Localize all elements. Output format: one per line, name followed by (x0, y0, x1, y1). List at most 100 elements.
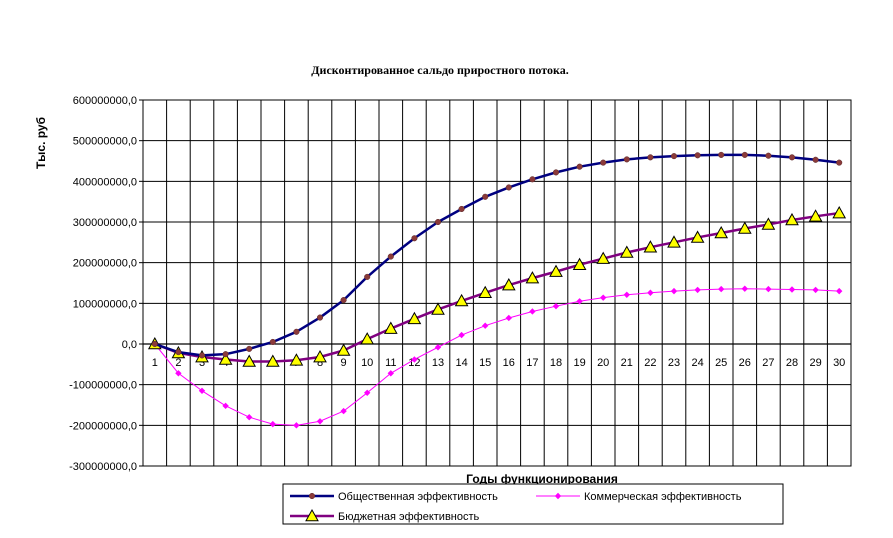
series-social-point (600, 159, 607, 166)
x-tick-label: 14 (455, 357, 467, 369)
x-tick-label: 25 (715, 357, 727, 369)
series-budget-point (407, 311, 422, 325)
series-budget-point (383, 321, 398, 334)
series-commercial-point (505, 314, 512, 322)
y-tick-label: -300000000,0 (69, 461, 137, 473)
series-budget-point (785, 212, 799, 226)
y-tick-label: -100000000,0 (69, 380, 137, 392)
y-tick-label: 100000000,0 (73, 298, 137, 310)
series-social-point (246, 345, 253, 352)
y-tick-label: 400000000,0 (73, 176, 137, 188)
series-social-point (836, 159, 843, 166)
series-commercial-point (600, 294, 607, 301)
x-tick-label: 21 (621, 357, 633, 369)
series-commercial-point (269, 420, 276, 428)
series-commercial-point (741, 285, 748, 292)
series-social-point (293, 328, 300, 335)
series-budget-point (336, 343, 351, 356)
y-axis-label: Тыс. руб (34, 117, 48, 169)
legend: Общественная эффективность Коммерческая э… (282, 483, 784, 525)
x-tick-label: 28 (786, 357, 798, 369)
series-budget-point (619, 245, 634, 258)
series-commercial-point (387, 370, 394, 377)
y-tick-label: 200000000,0 (73, 258, 137, 270)
legend-series-commercial-point (554, 492, 562, 500)
series-budget-point (596, 251, 611, 264)
y-tick-label: 500000000,0 (73, 136, 137, 148)
series-budget-point (808, 209, 823, 222)
series-social-point (576, 163, 583, 170)
series-commercial-point (411, 356, 418, 363)
plot-area: -300000000,0 -200000000,0 -100000000,0 0,0 1… (69, 95, 852, 473)
x-axis-label: Годы функционирования (466, 472, 618, 486)
series-commercial-point (694, 286, 701, 294)
series-social-point (670, 153, 678, 160)
series-budget-point (454, 293, 469, 307)
x-tick-label: 27 (762, 357, 774, 369)
legend-label-series-budget: Бюджетная эффективность (338, 511, 480, 523)
series-budget-point (313, 349, 327, 363)
series-budget-point (525, 271, 540, 284)
x-tick-label: 20 (597, 357, 609, 369)
x-tick-label: 1 (152, 357, 158, 369)
series-commercial-point (175, 370, 182, 377)
series-commercial-point (788, 286, 796, 293)
legend-box (282, 483, 784, 525)
series-budget-point (714, 225, 729, 239)
series-budget-line (154, 211, 840, 363)
series-social-line (154, 153, 840, 357)
y-tick-label: 0,0 (122, 339, 137, 351)
series-commercial-point (576, 298, 583, 305)
x-tick-label: 30 (833, 357, 845, 369)
series-commercial-point (552, 302, 560, 310)
series-budget-point (501, 278, 516, 291)
x-tick-label: 10 (361, 357, 373, 369)
series-commercial-point (458, 331, 465, 339)
series-social-point (647, 154, 654, 161)
series-commercial-point (482, 322, 489, 329)
x-tick-label: 12 (408, 357, 420, 369)
x-tick-label: 2 (175, 357, 181, 369)
series-budget-point (832, 206, 847, 219)
series-social-point (552, 169, 560, 176)
series-budget-point (737, 221, 752, 234)
x-tick-label: 23 (668, 357, 680, 369)
series-commercial-point (836, 287, 843, 295)
series-commercial-point (718, 285, 725, 293)
series-budget-point (478, 285, 493, 299)
series-commercial-point (623, 291, 630, 298)
series-social-point (812, 156, 819, 163)
series-budget-point (265, 354, 280, 367)
x-tick-label: 29 (809, 357, 821, 369)
series-social-point (269, 338, 276, 346)
series-budget-point (761, 217, 776, 230)
series-commercial-point (647, 289, 654, 296)
series-social-point (694, 152, 701, 159)
series-social-point (316, 314, 324, 321)
series-social-point (222, 351, 229, 358)
series-social-point (765, 152, 772, 159)
series-commercial-point (340, 407, 347, 415)
x-tick-label: 3 (199, 357, 205, 369)
series-social-point (411, 235, 418, 242)
legend-series-budget-point (305, 508, 319, 522)
x-tick-label: 16 (503, 357, 515, 369)
series-budget-point (218, 352, 233, 365)
x-tick-label: 18 (550, 357, 562, 369)
series-social-point (434, 218, 442, 226)
series-social-point (198, 352, 206, 359)
x-tick-label: 24 (691, 357, 703, 369)
series-commercial-point (222, 402, 229, 410)
chart-title: Дисконтированное сальдо приростного пото… (311, 63, 568, 77)
series-commercial-line (154, 288, 840, 426)
series-budget-point (572, 257, 587, 270)
y-tick-label: 600000000,0 (73, 95, 137, 107)
series-budget-point (431, 302, 445, 315)
series-social-point (788, 154, 796, 161)
y-tick-label: -200000000,0 (69, 420, 137, 432)
series-commercial-point (364, 389, 371, 396)
series-budget-point (242, 354, 257, 367)
series-budget-point (360, 332, 375, 345)
series-social-point (387, 253, 394, 260)
